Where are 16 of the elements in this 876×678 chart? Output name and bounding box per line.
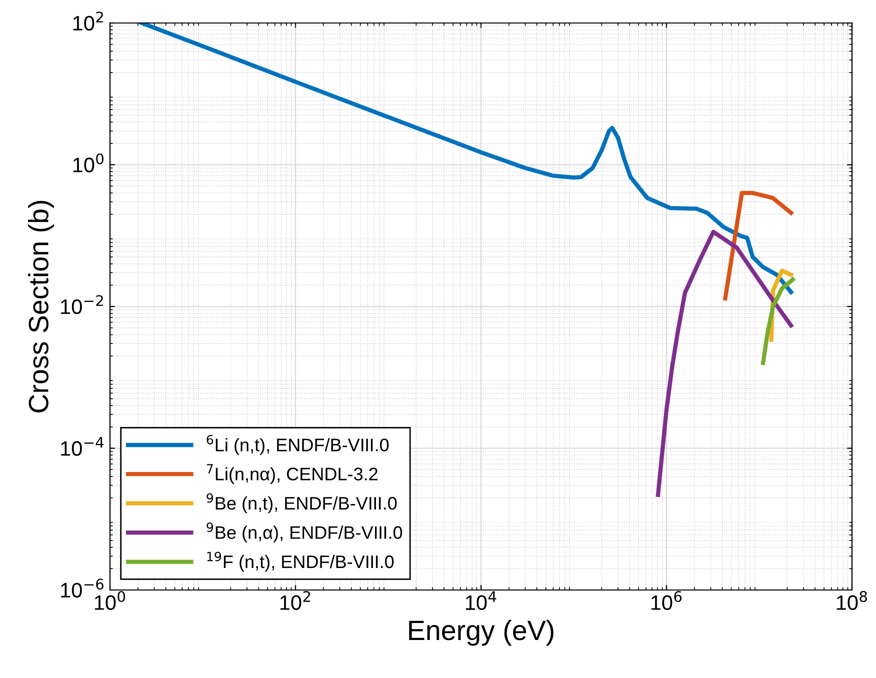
y-tick-label: 10$^{2}$ [73,12,103,31]
x-tick-label: 10$^{0}$ [94,591,126,610]
y-axis-title: Cross Section (b) [28,200,54,412]
x-tick-label: 10$^{2}$ [280,591,310,610]
y-tick-label: 10$^{−4}$ [61,437,104,456]
x-axis-title: Energy (eV) [409,620,554,646]
x-tick-label: 10$^{8}$ [836,591,867,610]
legend-label: $^{9}$Be (n,α), ENDF/B-VIII.0 [206,522,402,543]
legend-label: $^{7}$Li(n,nα), CENDL-3.2 [206,464,378,484]
y-tick-label: 10$^{0}$ [73,153,104,172]
y-tick-label: 10$^{−2}$ [61,295,103,314]
legend-label: $^{9}$Be (n,t), ENDF/B-VIII.0 [206,493,397,514]
x-tick-label: 10$^{4}$ [466,591,496,610]
legend-label: $^{19}$F (n,t), ENDF/B-VIII.0 [207,552,394,572]
x-tick-label: 10$^{6}$ [651,591,682,610]
legend-label: $^{6}$Li (n,t), ENDF/B-VIII.0 [206,434,389,455]
